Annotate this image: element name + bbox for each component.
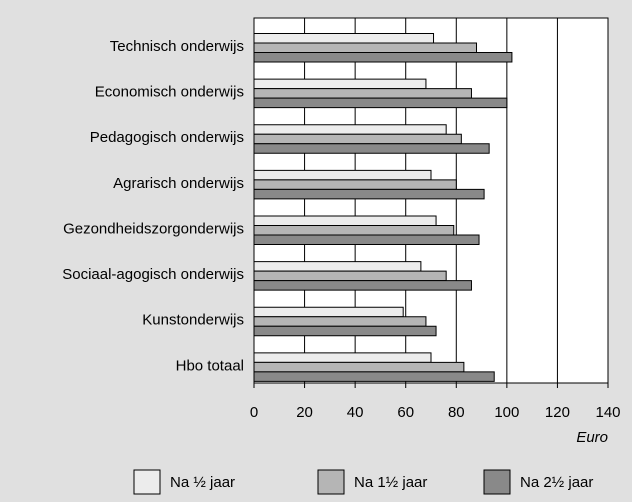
bar: [253, 179, 457, 190]
y-tick-label: Gezondheidszorgonderwijs: [63, 220, 244, 237]
x-tick-label: 120: [545, 404, 570, 421]
bar: [253, 188, 485, 200]
bar: [253, 78, 427, 90]
x-tick-label: 60: [397, 404, 414, 421]
y-tick-label: Sociaal-agogisch onderwijs: [62, 266, 244, 283]
legend-label: Na 1½ jaar: [354, 474, 427, 491]
bar: [253, 215, 437, 226]
y-tick-label: Technisch onderwijs: [110, 38, 244, 55]
x-tick-label: 100: [494, 404, 519, 421]
bar: [253, 261, 422, 272]
x-tick-label: 0: [250, 404, 258, 421]
y-tick-label: Pedagogisch onderwijs: [90, 129, 244, 146]
bar: [253, 316, 427, 327]
legend-label: Na ½ jaar: [170, 474, 235, 491]
bar: [253, 234, 480, 245]
bar: [253, 133, 462, 145]
bar: [253, 88, 472, 99]
bar: [253, 124, 447, 135]
y-tick-label: Economisch onderwijs: [95, 84, 244, 101]
bar: [253, 371, 495, 382]
bar: [253, 97, 508, 109]
bar: [253, 352, 432, 363]
bar: [253, 225, 455, 236]
bar: [253, 306, 404, 318]
x-tick-label: 80: [448, 404, 465, 421]
bar: [253, 325, 437, 337]
legend-swatch: [483, 469, 511, 495]
y-tick-label: Hbo totaal: [176, 357, 244, 374]
x-tick-label: 40: [347, 404, 364, 421]
legend-swatch: [133, 469, 161, 495]
bar: [253, 33, 435, 44]
legend-swatch: [317, 469, 345, 495]
x-tick-label: 140: [595, 404, 620, 421]
legend-label: Na 2½ jaar: [520, 474, 593, 491]
bar: [253, 270, 447, 282]
y-tick-label: Kunstonderwijs: [142, 312, 244, 329]
x-tick-label: 20: [296, 404, 313, 421]
bar: [253, 169, 432, 181]
bar: [253, 361, 465, 373]
y-tick-label: Agrarisch onderwijs: [113, 175, 244, 192]
bar: [253, 52, 513, 63]
bar: [253, 143, 490, 154]
bar: [253, 280, 472, 291]
x-axis-label: Euro: [576, 429, 608, 446]
bar: [253, 42, 478, 53]
